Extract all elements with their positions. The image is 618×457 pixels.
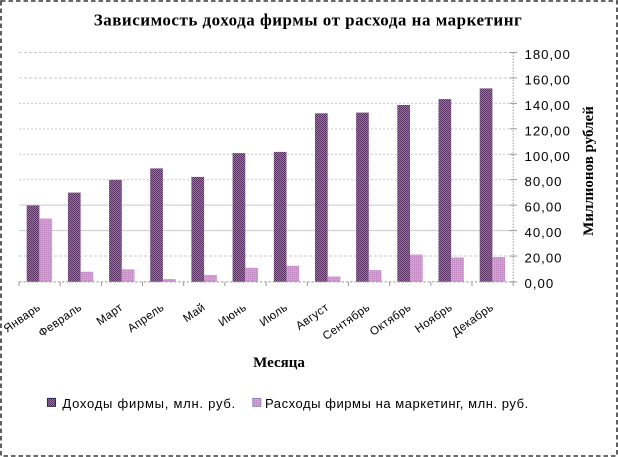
svg-text:Зависимость дохода фирмы от ра: Зависимость дохода фирмы от расхода на м… bbox=[94, 11, 522, 30]
svg-text:Доходы фирмы, млн. руб.: Доходы фирмы, млн. руб. bbox=[62, 396, 236, 411]
svg-text:Июнь: Июнь bbox=[216, 301, 249, 329]
svg-text:Февраль: Февраль bbox=[36, 301, 84, 340]
svg-text:Июль: Июль bbox=[257, 301, 290, 329]
svg-text:Месяца: Месяца bbox=[253, 355, 305, 371]
svg-text:Декабрь: Декабрь bbox=[450, 301, 496, 339]
svg-text:140,00: 140,00 bbox=[525, 98, 571, 113]
svg-text:180,00: 180,00 bbox=[525, 47, 571, 62]
svg-text:Март: Март bbox=[94, 301, 126, 329]
svg-text:160,00: 160,00 bbox=[525, 72, 571, 87]
svg-text:60,00: 60,00 bbox=[525, 200, 563, 215]
svg-text:Ноябрь: Ноябрь bbox=[413, 301, 455, 336]
svg-text:Май: Май bbox=[181, 301, 208, 325]
svg-text:Расходы фирмы на маркетинг, мл: Расходы фирмы на маркетинг, млн. руб. bbox=[265, 396, 529, 411]
svg-text:120,00: 120,00 bbox=[525, 123, 571, 138]
svg-text:100,00: 100,00 bbox=[525, 149, 571, 164]
svg-text:40,00: 40,00 bbox=[525, 225, 563, 240]
svg-text:0,00: 0,00 bbox=[525, 276, 555, 291]
svg-text:Апрель: Апрель bbox=[125, 301, 166, 335]
svg-text:20,00: 20,00 bbox=[525, 251, 563, 266]
svg-text:Миллионов рублей: Миллионов рублей bbox=[581, 106, 597, 236]
svg-text:Октябрь: Октябрь bbox=[367, 301, 413, 339]
svg-text:80,00: 80,00 bbox=[525, 174, 563, 189]
